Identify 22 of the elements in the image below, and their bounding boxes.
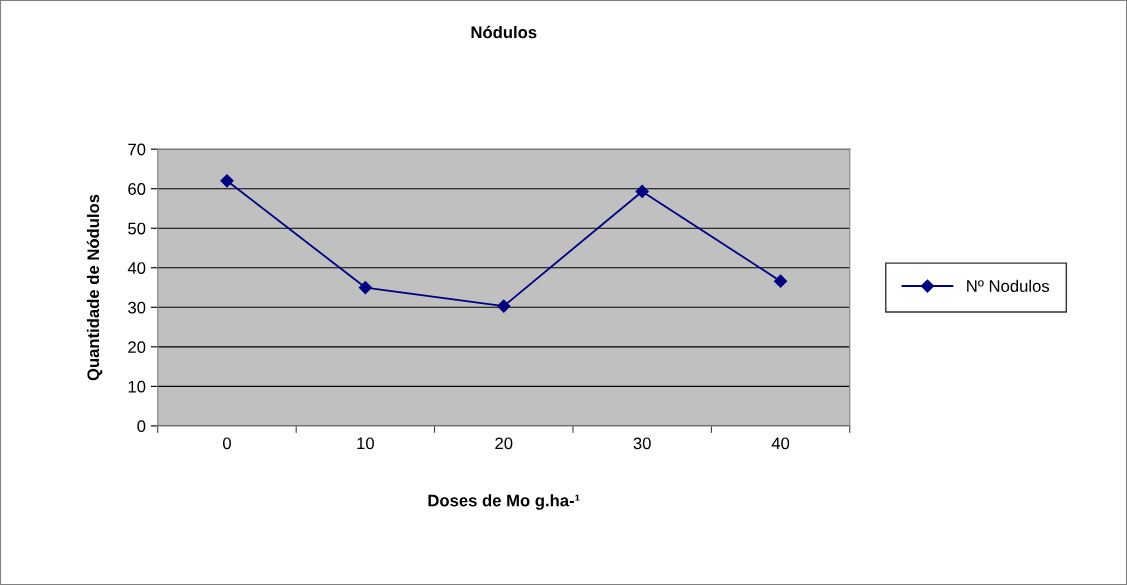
y-tick-label: 70	[128, 143, 146, 156]
point	[497, 299, 511, 313]
point	[635, 184, 649, 199]
x-axis-title: Doses de Mo g.ha-¹	[428, 494, 580, 510]
y-tick-label: 60	[128, 183, 146, 195]
point	[220, 174, 234, 188]
point	[773, 274, 788, 288]
point	[358, 280, 372, 295]
x-tick-label: 10	[357, 437, 374, 450]
y-tick-label: 20	[128, 341, 146, 354]
x-tick-label: 0	[222, 437, 231, 450]
y-tick-label: 10	[128, 380, 146, 393]
y-tick-label: 40	[127, 262, 146, 274]
x-tick-label: 30	[633, 437, 651, 450]
chart-title: Nódulos	[471, 25, 537, 39]
y-axis-title: Quantidade de Nódulos	[86, 194, 103, 381]
y-tick-label: 0	[137, 420, 146, 433]
x-tick-label: 20	[495, 437, 513, 450]
y-tick-label: 30	[128, 301, 146, 314]
legend-label: Nº Nodulos	[967, 279, 1050, 292]
x-tick-label: 40	[771, 437, 790, 450]
y-tick-label: 50	[128, 222, 146, 235]
